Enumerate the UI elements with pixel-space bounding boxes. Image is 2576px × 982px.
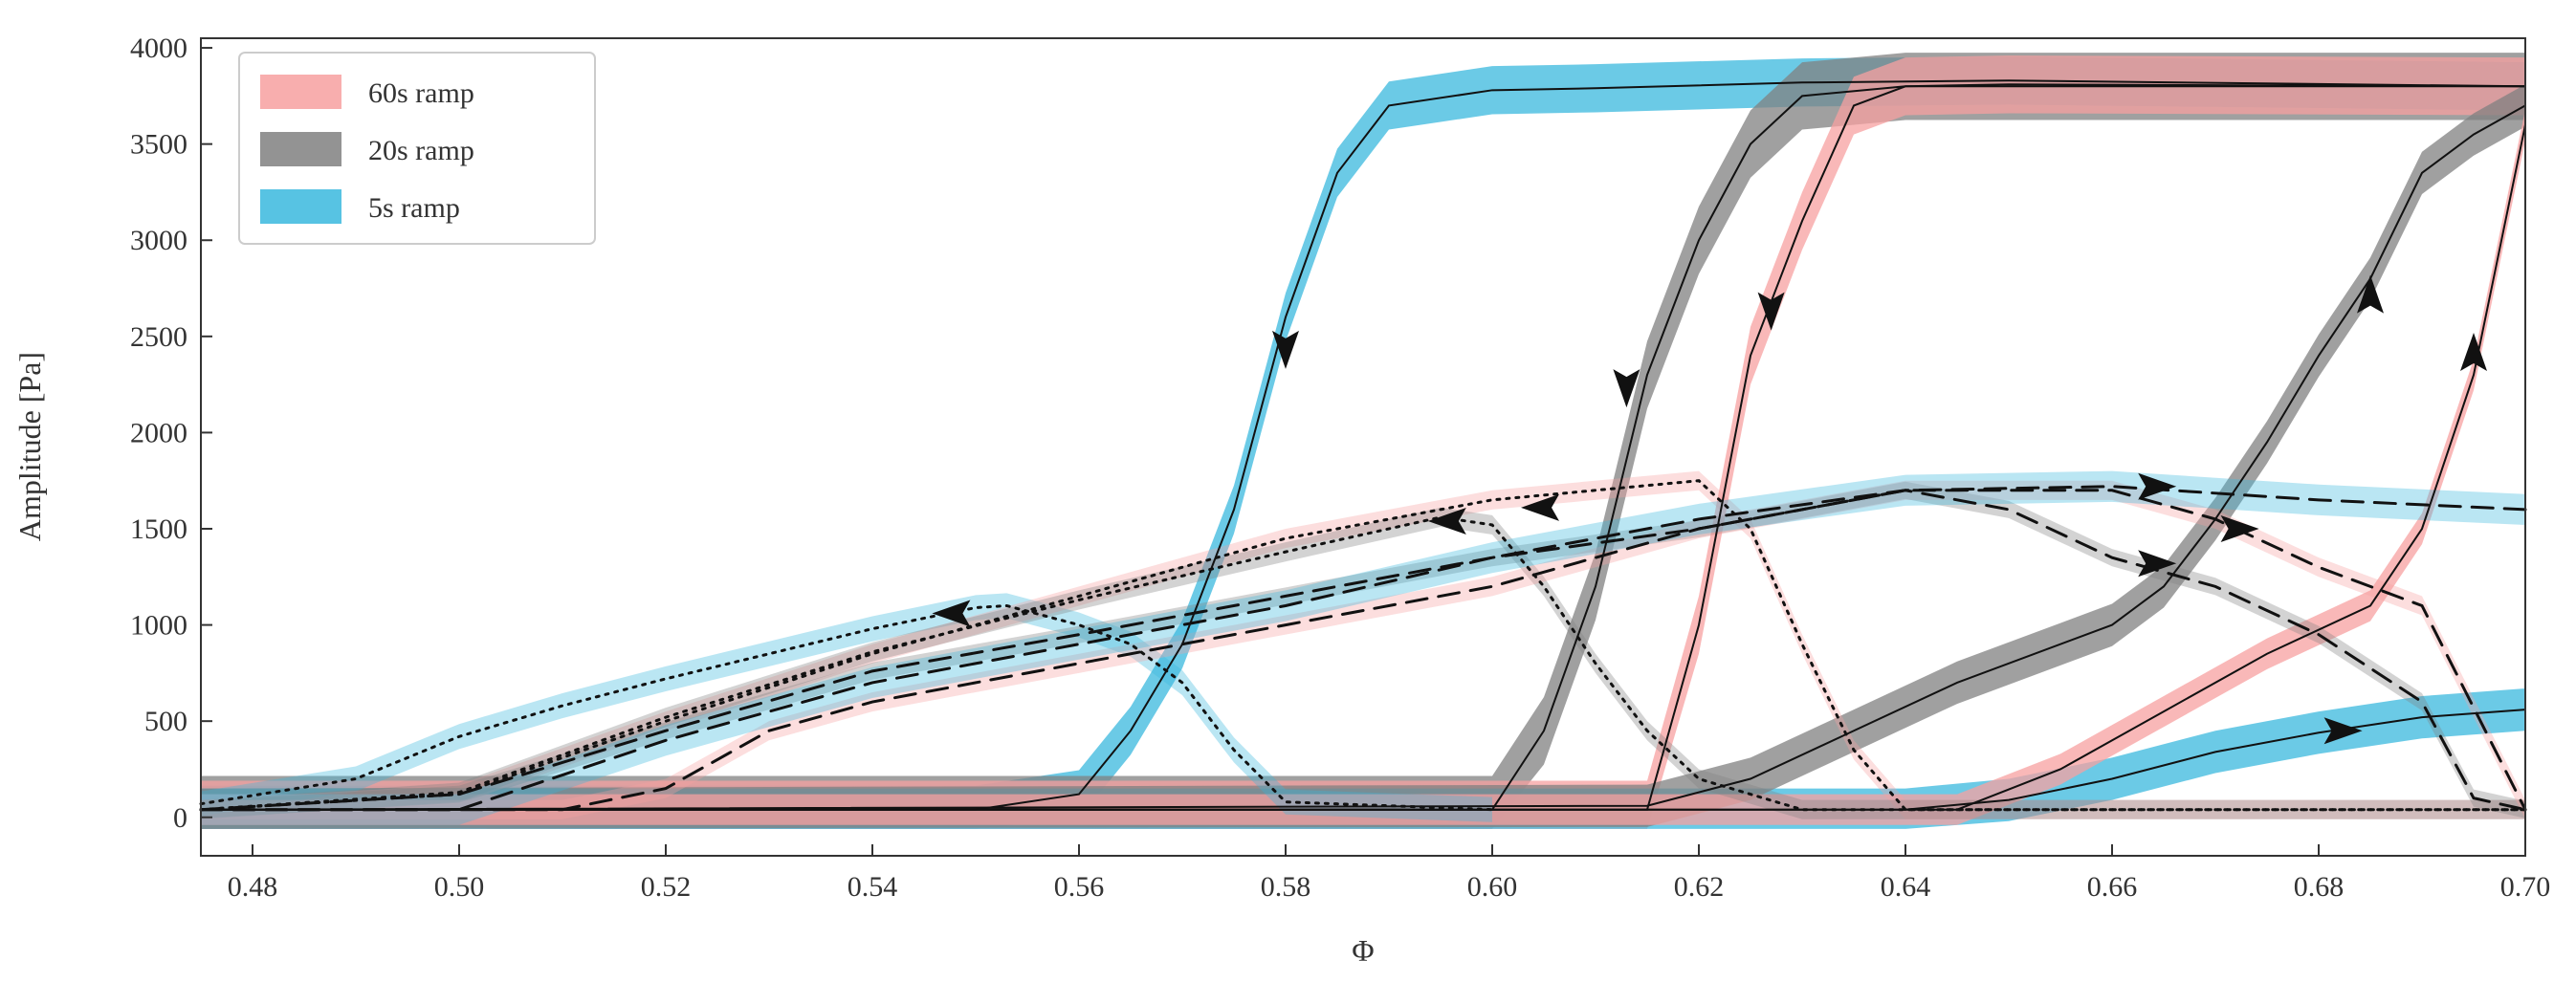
x-axis: 0.48 0.50 0.52 0.54 0.56 0.58 0.60 0.62 0.64 0.66… (228, 844, 2551, 903)
x-tick-label: 0.56 (1054, 871, 1105, 903)
x-tick-label: 0.48 (228, 871, 278, 903)
series-line (200, 123, 2526, 811)
y-axis: 0 500 1000 1500 2000 2500 3000 3500 4000 (130, 33, 212, 834)
y-tick-label: 0 (173, 802, 187, 834)
y-tick-label: 2000 (130, 417, 187, 448)
direction-arrow (2460, 332, 2487, 371)
y-tick-label: 3500 (130, 129, 187, 161)
series-band (201, 470, 2525, 825)
series-line (200, 104, 2526, 811)
legend-swatch-60s (260, 75, 341, 109)
x-tick-label: 0.58 (1261, 871, 1311, 903)
series-band (201, 507, 2525, 819)
x-tick-label: 0.50 (434, 871, 485, 903)
series-line (200, 85, 2526, 811)
series-arrows (932, 274, 2487, 745)
direction-arrow (1757, 292, 1785, 331)
series-line (200, 83, 2526, 811)
y-tick-label: 3000 (130, 225, 187, 256)
legend: 60s ramp 20s ramp 5s ramp (238, 52, 596, 245)
series-band (201, 480, 2525, 819)
direction-arrow (1521, 493, 1559, 521)
direction-arrow (2138, 472, 2177, 500)
direction-arrow (2357, 274, 2384, 314)
x-tick-label: 0.54 (848, 871, 898, 903)
series-bands (201, 53, 2525, 829)
y-tick-label: 4000 (130, 33, 187, 64)
direction-arrow (932, 600, 971, 627)
x-tick-label: 0.60 (1467, 871, 1518, 903)
x-axis-title: Φ (1352, 933, 1374, 968)
x-tick-label: 0.64 (1881, 871, 1931, 903)
x-tick-label: 0.70 (2500, 871, 2551, 903)
plot-frame (200, 37, 2526, 857)
legend-label-20s: 20s ramp (368, 135, 474, 166)
x-tick-label: 0.66 (2087, 871, 2138, 903)
x-tick-label: 0.68 (2294, 871, 2345, 903)
legend-swatch-20s (260, 132, 341, 166)
y-axis-title: Amplitude [Pa] (12, 352, 47, 541)
series-line (199, 603, 1494, 812)
legend-swatch-5s (260, 189, 341, 224)
x-tick-label: 0.52 (641, 871, 692, 903)
direction-arrow (1427, 507, 1466, 535)
series-band (201, 593, 1492, 822)
direction-arrow (1272, 330, 1299, 369)
series-line (199, 479, 2527, 812)
y-tick-label: 500 (144, 706, 187, 737)
legend-label-5s: 5s ramp (368, 192, 460, 224)
x-tick-label: 0.62 (1674, 871, 1725, 903)
direction-arrow (2138, 550, 2177, 578)
y-tick-label: 1500 (130, 513, 187, 545)
series-line (199, 515, 2527, 812)
series-line (199, 489, 2527, 812)
series-lines (199, 79, 2527, 812)
direction-arrow (2323, 717, 2363, 745)
legend-label-60s: 60s ramp (368, 77, 474, 109)
y-tick-label: 2500 (130, 321, 187, 353)
direction-arrow (1613, 369, 1640, 408)
series-line (200, 709, 2526, 811)
direction-arrow (2220, 515, 2259, 542)
series-line (200, 79, 2526, 811)
y-tick-label: 1000 (130, 610, 187, 642)
